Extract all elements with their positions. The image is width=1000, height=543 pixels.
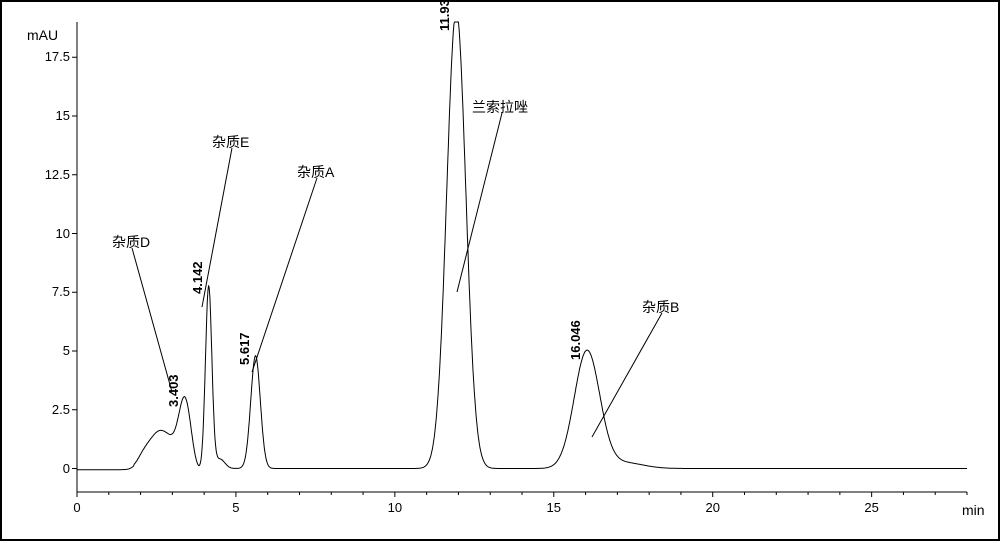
chart-container: mAU min 02.557.51012.51517.5 0510152025 … (0, 0, 1000, 541)
peak-rt-label: 11.933 (437, 0, 452, 31)
x-tick: 15 (539, 500, 569, 515)
y-tick: 0 (35, 461, 70, 476)
chromatogram-plot (2, 2, 1000, 543)
y-tick: 15 (35, 108, 70, 123)
y-tick: 7.5 (35, 284, 70, 299)
y-tick: 5 (35, 343, 70, 358)
peak-annotation: 杂质B (642, 297, 679, 317)
x-tick: 5 (221, 500, 251, 515)
x-tick: 0 (62, 500, 92, 515)
peak-annotation: 杂质A (297, 162, 334, 182)
peak-annotation: 杂质D (112, 232, 150, 252)
x-tick: 25 (857, 500, 887, 515)
peak-rt-label: 5.617 (237, 332, 252, 365)
y-tick: 10 (35, 226, 70, 241)
y-tick: 17.5 (35, 49, 70, 64)
peak-rt-label: 4.142 (190, 262, 205, 295)
y-tick: 12.5 (35, 167, 70, 182)
peak-annotation: 兰索拉唑 (472, 97, 528, 117)
peak-annotation: 杂质E (212, 132, 249, 152)
x-tick: 20 (698, 500, 728, 515)
y-tick: 2.5 (35, 402, 70, 417)
peak-rt-label: 3.403 (166, 374, 181, 407)
x-tick: 10 (380, 500, 410, 515)
peak-rt-label: 16.046 (568, 320, 583, 360)
